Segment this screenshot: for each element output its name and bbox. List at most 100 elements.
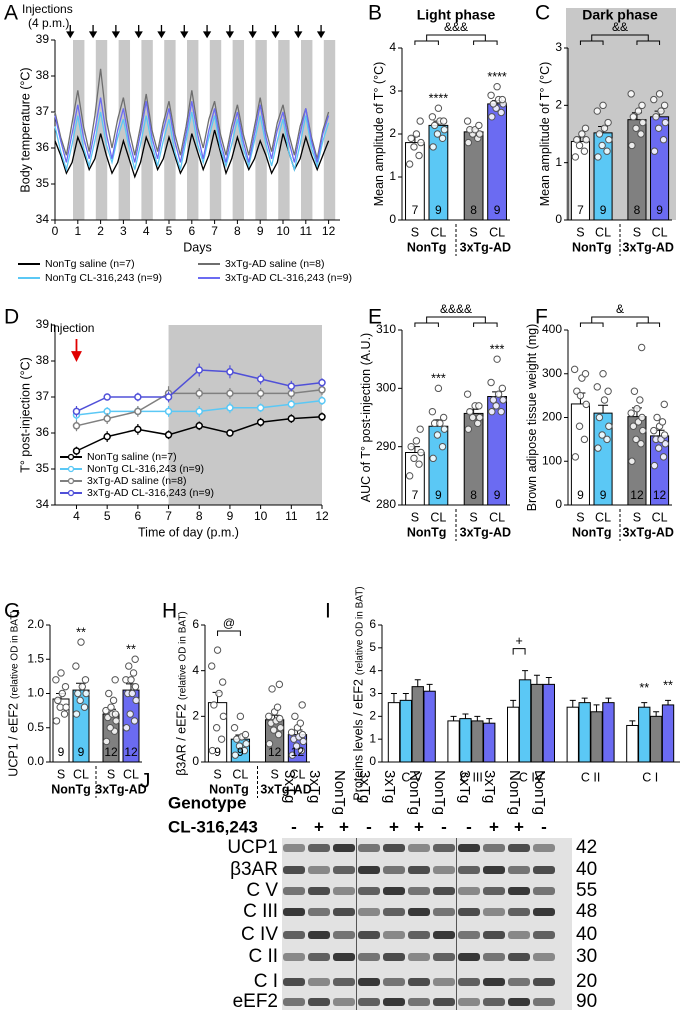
blot-mw: 55 [576,880,597,901]
x-tick-label: CL [73,767,89,781]
data-point [464,138,473,147]
data-point [475,130,484,138]
data-point [659,453,668,461]
x-tick-label: S [107,767,115,781]
group-label: 3xTg-AD [460,240,511,254]
data-point [638,101,646,110]
error-bar [605,697,612,703]
data-point [468,413,477,422]
data-point [594,153,602,161]
n-label: 9 [600,203,607,217]
legend-label: 3xTg-AD CL-316,243 (n=9) [87,487,214,499]
data-point [105,689,113,698]
data-point [212,724,221,732]
blot-band [383,908,405,916]
data-point [570,365,579,374]
data-point [604,387,612,395]
y-tick-label: 280 [376,497,396,511]
error-bar [462,713,469,719]
x-tick-label: 4 [73,509,80,523]
blot-row-label: β3AR [230,859,278,880]
data-point [415,460,423,468]
legend-marker [67,465,75,473]
data-point [494,390,503,398]
error-bar [598,404,609,414]
series-line [54,97,330,163]
blot-band [458,931,480,939]
data-point [637,130,645,138]
data-point [405,472,414,480]
x-tick-label: C IV [519,770,544,784]
data-point [52,676,60,684]
data-point [630,387,639,395]
data-point [463,117,472,125]
bar [399,699,413,763]
x-tick-label: 7 [165,509,172,523]
data-point [575,422,584,430]
y-axis-label: UCP1 / eEF2 (relative OD in BAT) [7,610,21,776]
blot-band [508,931,530,939]
data-point [276,724,285,732]
significance: ** [76,625,86,639]
bracket [414,316,498,327]
data-point [241,730,250,739]
bar [471,720,484,763]
data-point [134,407,142,416]
bar [423,690,436,763]
y-tick-label: 6 [192,617,199,631]
injection-arrow [88,25,98,39]
bar [566,706,579,763]
data-point [475,413,484,422]
blot-band [433,978,455,986]
blot-mw: 42 [576,837,597,858]
x-tick-label: S [411,225,419,239]
data-point [654,444,663,452]
data-point [629,113,638,121]
dark-phase [141,40,153,220]
blot-band [308,953,330,961]
data-point [275,680,284,689]
y-tick-label: 0 [555,212,562,226]
blot-band [508,866,530,874]
data-point [661,118,670,127]
data-point [655,90,664,98]
data-point [72,447,81,455]
group-label: 3xTg-AD [623,240,674,254]
data-point [440,126,449,134]
data-point [80,703,89,711]
lane-genotype: 3xTg [481,770,498,803]
blot-band [283,908,305,916]
y-axis-label: β3AR / eEF2 (relative OD in BAT) [175,611,189,776]
data-point [76,696,84,705]
bar [507,706,520,763]
group-label: 3xTg-AD [623,525,674,539]
bar [590,711,603,763]
data-point [657,107,665,115]
y-axis-label-main: β3AR / eEF2 [175,704,189,776]
legend-label: NonTg CL-316,243 (n=9) [87,463,204,475]
data-point [573,136,581,144]
n-label: 7 [412,488,419,502]
data-point [627,90,635,98]
y-axis-label-main: Proteins levels / eEF2 [352,679,366,801]
y-axis-label-sub: (relative OD in BAT) [177,611,188,700]
y-axis-label: Mean amplitude of T° (°C) [538,62,552,207]
blot-row-label: UCP1 [227,837,278,858]
data-point [412,130,421,138]
blot-band [283,998,305,1006]
y-tick-label: 0.0 [27,754,44,768]
data-point [226,429,234,437]
y-tick-label: 310 [376,322,396,336]
bar [649,715,663,763]
panel-letter: A [4,2,18,25]
significance: ** [639,681,649,695]
data-point [661,440,670,448]
x-axis-label: Time of day (p.m.) [138,525,239,539]
data-point [276,714,284,723]
bar [602,702,615,763]
bar [459,718,472,763]
dark-phase [95,40,108,220]
data-point [595,413,604,422]
data-point [210,701,218,709]
